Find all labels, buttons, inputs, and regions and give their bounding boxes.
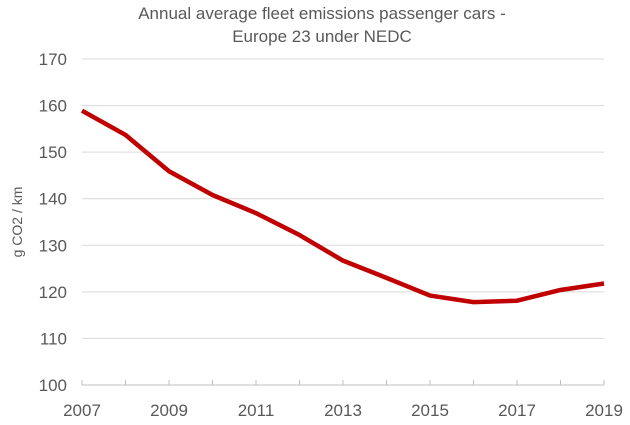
x-tick-label: 2013 (324, 401, 362, 420)
chart-subtitle: Europe 23 under NEDC (232, 27, 412, 46)
y-tick-label: 150 (39, 143, 67, 162)
y-tick-label: 110 (40, 329, 67, 348)
series-layer (80, 108, 605, 305)
y-tick-label: 140 (39, 190, 67, 209)
x-tick-label: 2009 (150, 401, 188, 420)
y-axis-label: g CO2 / km (9, 187, 25, 258)
x-tick-label: 2011 (238, 401, 275, 420)
y-tick-label: 160 (39, 97, 67, 116)
series-line (80, 108, 605, 305)
y-tick-label: 130 (39, 236, 67, 255)
y-tick-label: 100 (39, 376, 67, 395)
x-tick-label: 2015 (411, 401, 449, 420)
axes: 100 110 120 130 140 150 160 170 2007 2009 2011 2013… (39, 50, 623, 420)
x-tick-label: 2007 (63, 401, 101, 420)
chart-title: Annual average fleet emissions passenger… (138, 4, 506, 23)
x-tick-label: 2017 (498, 401, 536, 420)
y-tick-label: 170 (39, 50, 67, 69)
gridlines (82, 58, 604, 339)
y-tick-label: 120 (39, 283, 67, 302)
x-tick-label: 2019 (585, 401, 623, 420)
